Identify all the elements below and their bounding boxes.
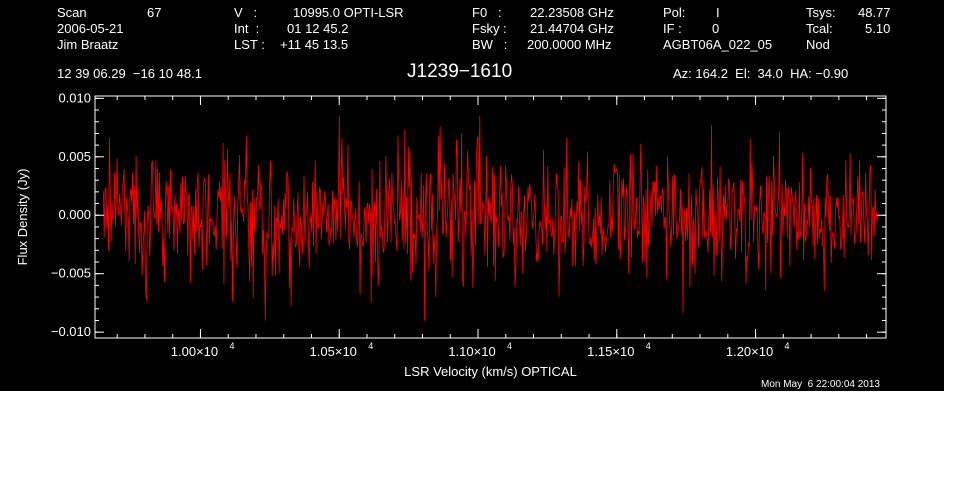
scan-label: Scan xyxy=(57,5,87,20)
spectrum-panel: Scan 67 2006-05-21 Jim Braatz V : 10995.… xyxy=(0,0,944,391)
project-id: AGBT06A_022_05 xyxy=(663,37,773,52)
source-name: J1239−1610 xyxy=(407,61,513,82)
observing-mode: Nod xyxy=(806,37,830,52)
pol-label: Pol: xyxy=(663,5,686,20)
spectrum-plot: 0.010 0.005 0.000 −0.005 −0.010 1.00×10 4 1.05×… xyxy=(15,90,887,379)
x-tick-label: 1.15×10 xyxy=(587,344,634,359)
observer-name: Jim Braatz xyxy=(57,37,119,52)
f0-label: F0 : xyxy=(472,5,502,20)
tcal-label: Tcal: xyxy=(806,21,833,36)
y-tick-label: −0.010 xyxy=(51,324,91,339)
observation-date: 2006-05-21 xyxy=(57,21,124,36)
spectrum-series-line xyxy=(102,115,879,321)
x-tick-label: 1.00×10 xyxy=(171,344,218,359)
int-value: 01 12 45.2 xyxy=(287,21,349,36)
int-label: Int : xyxy=(234,21,260,36)
x-axis-label: LSR Velocity (km/s) OPTICAL xyxy=(404,364,577,379)
x-tick-label: 1.05×10 xyxy=(310,344,357,359)
source-coordinates: 12 39 06.29 −16 10 48.1 xyxy=(57,66,202,81)
x-tick-exponent: 4 xyxy=(368,341,373,351)
y-tick-label: 0.000 xyxy=(58,207,91,222)
tsys-label: Tsys: xyxy=(806,5,836,20)
f0-value: 22.23508 GHz xyxy=(530,5,614,20)
x-tick-exponent: 4 xyxy=(229,341,234,351)
tcal-value: 5.10 xyxy=(865,21,891,36)
y-axis-label: Flux Density (Jy) xyxy=(15,169,30,266)
if-value: 0 xyxy=(712,21,720,36)
scan-number: 67 xyxy=(147,5,162,20)
plot-timestamp: Mon May 6 22:00:04 2013 xyxy=(761,379,880,390)
if-label: IF : xyxy=(663,21,682,36)
x-tick-exponent: 4 xyxy=(507,341,512,351)
fsky-value: 21.44704 GHz xyxy=(530,21,614,36)
y-tick-label: 0.005 xyxy=(58,149,91,164)
lst-value: +11 45 13.5 xyxy=(280,37,349,52)
tsys-value: 48.77 xyxy=(858,5,891,20)
fsky-label: Fsky : xyxy=(472,21,507,36)
x-tick-exponent: 4 xyxy=(785,341,790,351)
x-tick-label: 1.10×10 xyxy=(448,344,495,359)
plot-frame xyxy=(94,95,887,339)
bw-label: BW : xyxy=(472,37,508,52)
x-tick-exponent: 4 xyxy=(646,341,651,351)
y-tick-label: 0.010 xyxy=(58,90,91,105)
pol-value: I xyxy=(716,5,720,20)
velocity-value: 10995.0 OPTI-LSR xyxy=(293,5,404,20)
bw-value: 200.0000 MHz xyxy=(527,37,612,52)
x-tick-label: 1.20×10 xyxy=(726,344,773,359)
velocity-label: V : xyxy=(234,5,258,20)
az-el-ha: Az: 164.2 El: 34.0 HA: −0.90 xyxy=(673,66,849,81)
y-tick-label: −0.005 xyxy=(51,266,91,281)
lst-label: LST : xyxy=(234,37,265,52)
